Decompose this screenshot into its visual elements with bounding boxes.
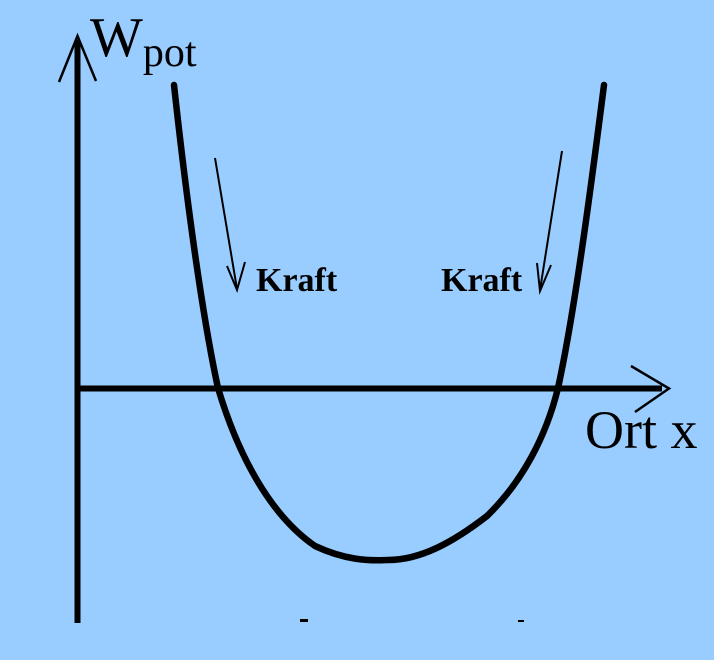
x-axis-label: Ort x <box>585 400 698 460</box>
force-arrow-left-arrowhead-icon <box>226 261 246 294</box>
y-axis-label-subscript: pot <box>142 30 197 76</box>
y-axis-arrowhead-icon <box>57 32 98 83</box>
force-arrow-right-arrowhead-icon <box>536 262 552 295</box>
stray-mark-right <box>518 620 524 622</box>
y-axis-label-main: W <box>90 7 143 69</box>
stray-mark-left <box>300 619 308 622</box>
force-arrow-right-shaft <box>539 150 563 291</box>
force-label-right: Kraft <box>441 262 523 299</box>
force-arrow-left <box>214 157 246 294</box>
force-arrow-left-shaft <box>214 157 238 290</box>
potential-curve <box>170 81 608 564</box>
x-axis-arrowhead-icon <box>630 364 672 414</box>
y-axis-label: Wpot <box>90 7 197 74</box>
force-arrow-right <box>536 150 563 295</box>
force-label-left: Kraft <box>256 262 338 299</box>
